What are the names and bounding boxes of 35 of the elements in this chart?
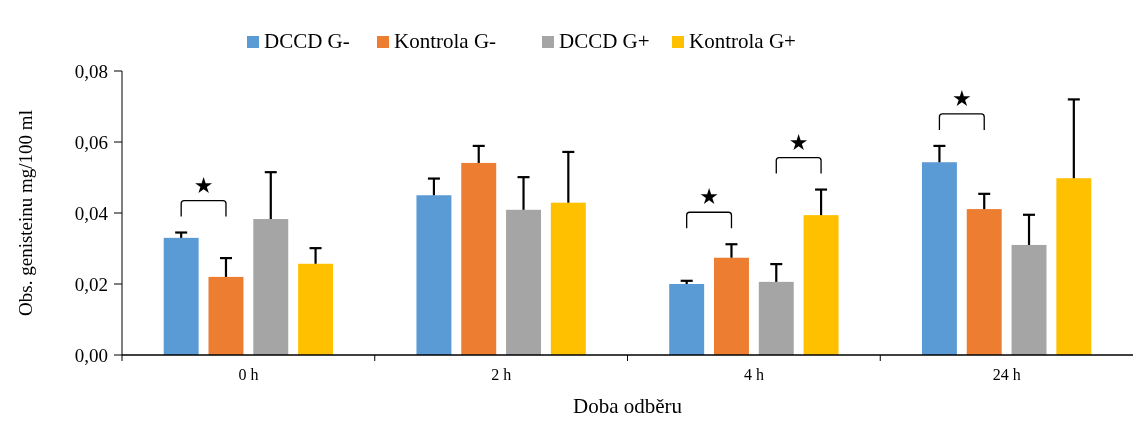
bar xyxy=(550,202,586,355)
annotation: ★ xyxy=(193,172,214,198)
x-tick-label: 4 h xyxy=(743,366,764,383)
x-tick-label: 24 h xyxy=(992,366,1021,383)
annotation: ★ xyxy=(788,129,809,155)
bar xyxy=(669,284,705,355)
y-tick-label: 0,06 xyxy=(74,131,108,153)
legend-label: DCCD G- xyxy=(264,29,350,53)
x-tick-label: 0 h xyxy=(238,366,259,383)
bar xyxy=(506,209,541,355)
bar xyxy=(208,276,244,355)
x-axis-title: Doba odběru xyxy=(572,394,683,418)
bar xyxy=(298,263,334,355)
bar xyxy=(758,281,794,355)
annotation: ★ xyxy=(699,184,719,210)
bar xyxy=(921,162,957,355)
bar xyxy=(461,162,497,355)
bar xyxy=(416,195,452,355)
bar xyxy=(803,215,839,355)
y-tick-label: 0,00 xyxy=(74,344,108,366)
annotation: ★ xyxy=(951,85,972,111)
bar xyxy=(1011,244,1047,355)
y-tick-label: 0,04 xyxy=(74,202,109,224)
x-tick-label: 2 h xyxy=(491,366,512,383)
bar xyxy=(163,237,199,355)
y-axis-title: Obs. genisteinu mg/100 ml xyxy=(15,110,36,316)
legend-label: DCCD G+ xyxy=(559,29,650,53)
legend-label: Kontrola G+ xyxy=(689,29,796,53)
bar xyxy=(253,219,289,355)
legend-label: Kontrola G- xyxy=(394,29,497,53)
bar xyxy=(966,209,1002,355)
y-tick-label: 0,08 xyxy=(74,60,108,82)
bar xyxy=(1056,178,1092,355)
y-tick-label: 0,02 xyxy=(74,273,108,295)
bar xyxy=(714,257,749,355)
